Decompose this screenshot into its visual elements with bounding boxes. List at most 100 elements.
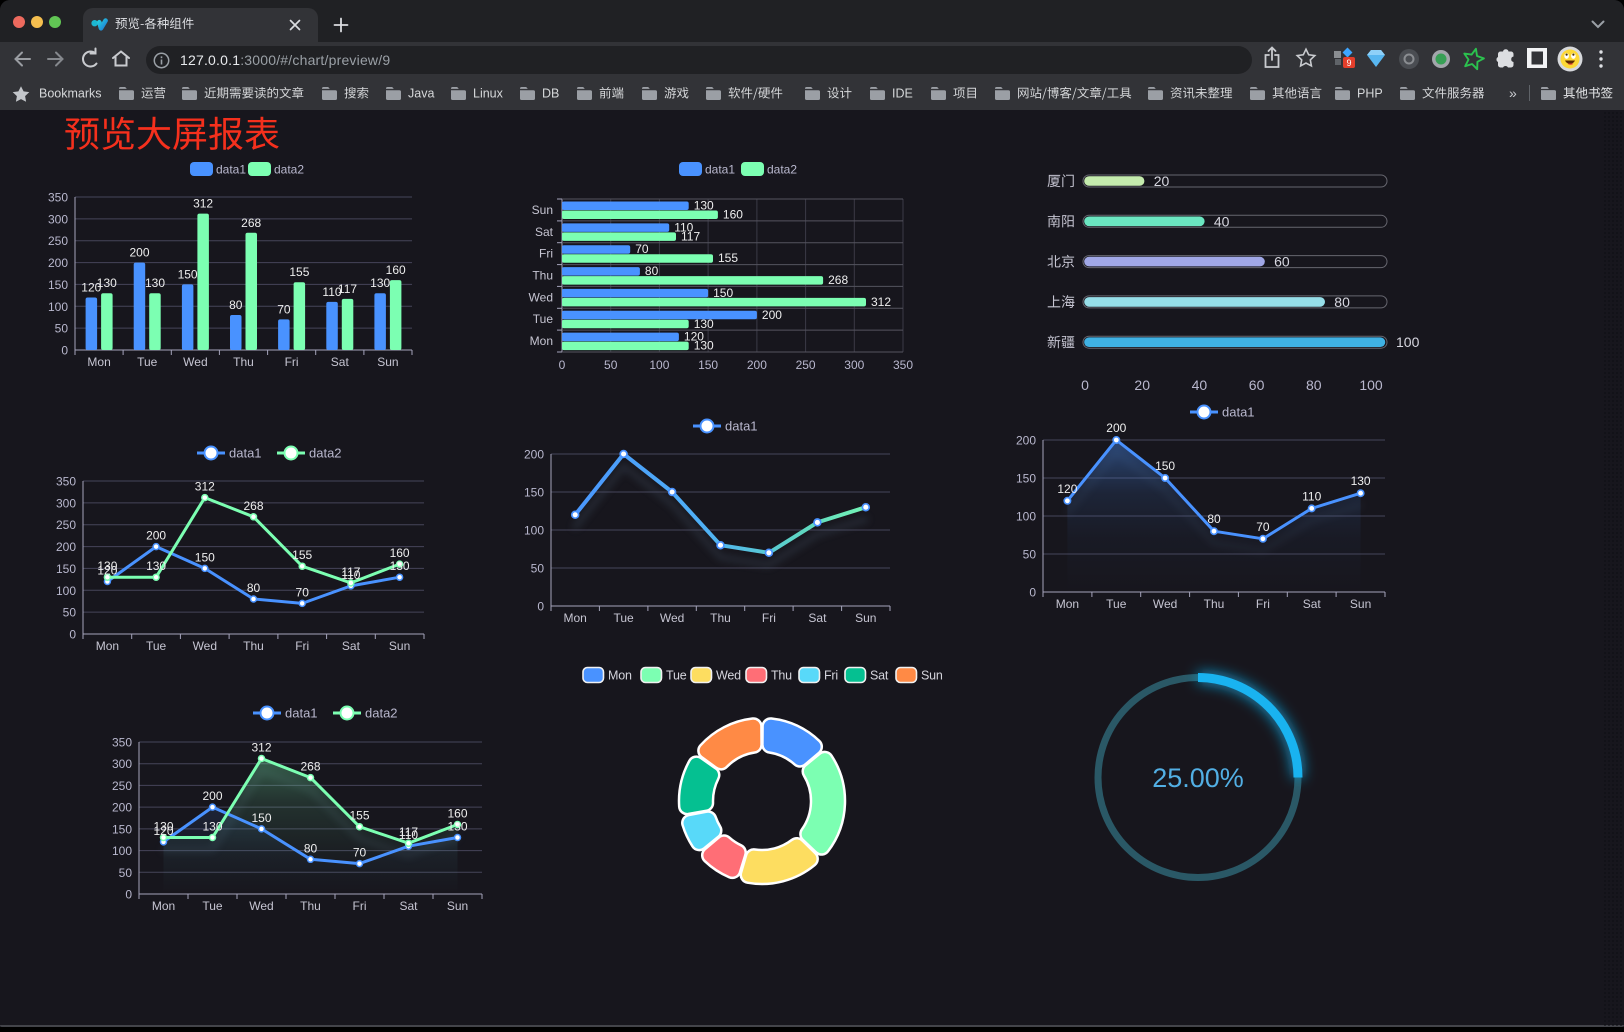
svg-text:Mon: Mon [530,334,553,348]
svg-text:data2: data2 [274,163,304,177]
svg-text:Thu: Thu [1204,597,1225,611]
svg-text:70: 70 [296,585,310,599]
svg-text:Sun: Sun [1350,597,1371,611]
svg-text:150: 150 [112,822,132,836]
svg-text:50: 50 [55,322,69,336]
svg-text:155: 155 [718,251,738,265]
svg-text:300: 300 [844,358,864,372]
svg-text:data2: data2 [309,446,342,461]
svg-text:data2: data2 [365,706,398,721]
svg-text:80: 80 [304,841,318,855]
svg-text:312: 312 [195,480,215,494]
svg-text:150: 150 [698,358,718,372]
svg-text:Mon: Mon [1056,597,1079,611]
svg-text:Wed: Wed [716,669,741,683]
svg-text:300: 300 [56,496,76,510]
svg-text:50: 50 [63,606,77,620]
svg-text:0: 0 [559,358,566,372]
svg-text:9: 9 [1346,58,1351,68]
svg-text:200: 200 [202,789,222,803]
svg-text:200: 200 [129,246,149,260]
svg-text:IDE: IDE [892,87,913,101]
svg-text:200: 200 [524,448,544,462]
svg-text:Fri: Fri [285,355,299,369]
svg-text:130: 130 [97,559,117,573]
svg-text:Fri: Fri [1256,597,1270,611]
svg-text:Fri: Fri [353,899,367,913]
svg-text:200: 200 [1016,434,1036,448]
svg-text:60: 60 [1274,254,1290,270]
svg-text:200: 200 [747,358,767,372]
svg-text:Fri: Fri [762,611,776,625]
svg-text:130: 130 [370,276,390,290]
svg-text:250: 250 [56,518,76,532]
svg-text:130: 130 [97,276,117,290]
svg-text:Sun: Sun [377,355,398,369]
svg-text:Tue: Tue [613,611,634,625]
svg-text:Wed: Wed [193,639,217,653]
svg-text:Sun: Sun [447,899,468,913]
svg-text:130: 130 [694,339,714,353]
svg-text:PHP: PHP [1357,87,1383,101]
svg-text:160: 160 [447,807,467,821]
svg-text:200: 200 [48,256,68,270]
svg-text:160: 160 [390,546,410,560]
svg-text:Thu: Thu [771,669,792,683]
svg-text:150: 150 [56,562,76,576]
svg-text:Mon: Mon [608,669,632,683]
svg-text:Wed: Wed [183,355,207,369]
svg-text:50: 50 [119,866,133,880]
svg-text:80: 80 [1207,512,1221,526]
svg-text:60: 60 [1249,377,1265,393]
svg-text:268: 268 [241,216,261,230]
svg-text:Sun: Sun [532,203,553,217]
svg-text:200: 200 [112,801,132,815]
svg-text:350: 350 [48,191,68,205]
svg-text:Sat: Sat [399,899,418,913]
svg-text:150: 150 [1016,472,1036,486]
svg-text:data1: data1 [229,446,262,461]
svg-text:80: 80 [247,581,261,595]
svg-text:160: 160 [723,208,743,222]
svg-text:Mon: Mon [152,899,175,913]
svg-text:120: 120 [1057,482,1077,496]
svg-text:Thu: Thu [243,639,264,653]
svg-text:40: 40 [1192,377,1208,393]
svg-text:117: 117 [341,565,360,579]
svg-text:117: 117 [338,282,357,296]
svg-text:0: 0 [1029,586,1036,600]
svg-text:Sat: Sat [1303,597,1322,611]
svg-text:110: 110 [322,285,341,299]
svg-text:312: 312 [193,197,213,211]
svg-text:350: 350 [112,736,132,750]
svg-text:150: 150 [48,278,68,292]
svg-text:Thu: Thu [233,355,254,369]
svg-text:data1: data1 [216,163,246,177]
svg-text:Wed: Wed [1153,597,1177,611]
svg-text:300: 300 [48,212,68,226]
svg-text:Mon: Mon [564,611,587,625]
svg-text:350: 350 [56,475,76,489]
svg-text:Thu: Thu [300,899,321,913]
svg-text:Sat: Sat [342,639,361,653]
svg-text:Sat: Sat [331,355,350,369]
svg-text:Tue: Tue [146,639,167,653]
svg-text:120: 120 [97,564,117,578]
svg-text:Tue: Tue [202,899,223,913]
svg-text:Sat: Sat [808,611,827,625]
svg-text:50: 50 [531,562,545,576]
svg-text:Tue: Tue [137,355,158,369]
svg-text:150: 150 [178,267,198,281]
svg-text:0: 0 [61,344,68,358]
svg-text:0: 0 [69,628,76,642]
svg-text:300: 300 [112,757,132,771]
svg-text:Java: Java [408,87,434,101]
svg-text:150: 150 [524,486,544,500]
svg-text:Sun: Sun [389,639,410,653]
svg-text:100: 100 [112,844,132,858]
svg-text:250: 250 [48,234,68,248]
svg-text:250: 250 [796,358,816,372]
svg-text:130: 130 [202,820,222,834]
svg-text:Bookmarks: Bookmarks [39,87,102,101]
svg-text:DB: DB [542,87,559,101]
